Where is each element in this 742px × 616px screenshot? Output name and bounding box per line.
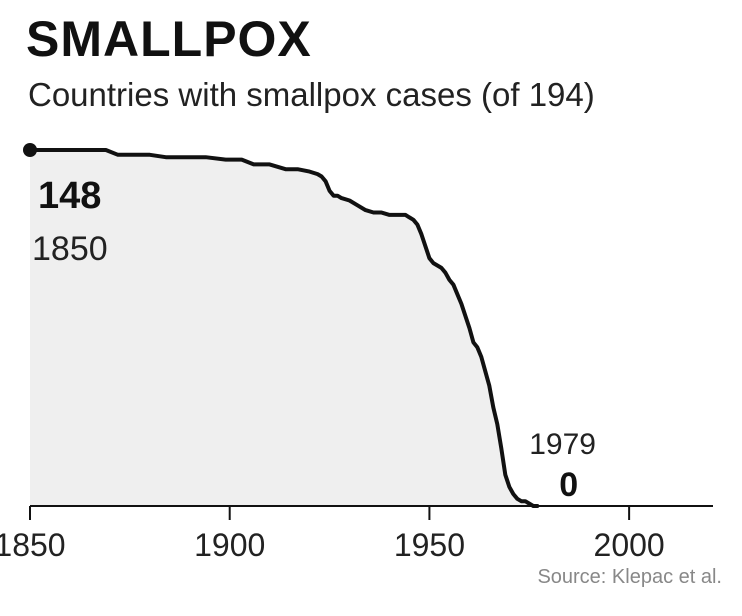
- area-fill: [30, 150, 538, 506]
- x-tick-label: 1850: [0, 527, 66, 563]
- start-point-marker: [23, 143, 37, 157]
- x-tick-label: 2000: [594, 527, 665, 563]
- x-tick-label: 1900: [194, 527, 265, 563]
- chart-subtitle: Countries with smallpox cases (of 194): [28, 76, 595, 113]
- end-value-label: 0: [559, 466, 578, 504]
- chart-title: SMALLPOX: [26, 11, 312, 67]
- x-tick-label: 1950: [394, 527, 465, 563]
- start-year-label: 1850: [32, 230, 108, 268]
- series-line: [28, 148, 540, 508]
- x-axis-ticks: 1850 1900 1950 2000: [0, 506, 665, 563]
- end-year-label: 1979: [529, 428, 596, 461]
- source-note: Source: Klepac et al.: [537, 566, 722, 588]
- start-value-label: 148: [38, 175, 101, 217]
